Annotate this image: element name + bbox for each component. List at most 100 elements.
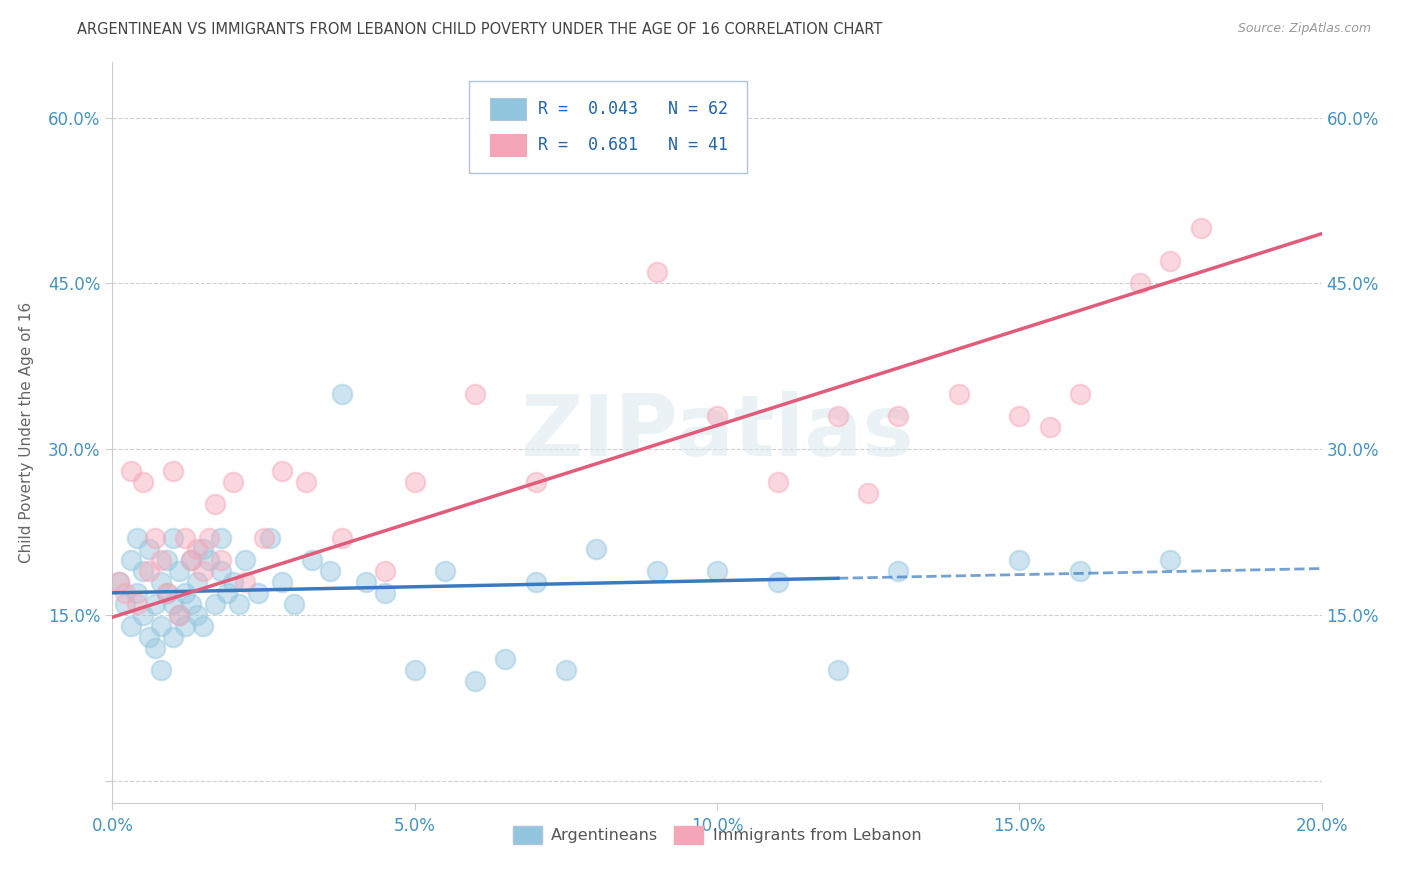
Point [235, 552, 257, 566]
Point [330, 531, 353, 545]
Point [167, 607, 190, 622]
Point [1038, 420, 1062, 434]
Point [125, 586, 148, 600]
Point [1129, 277, 1152, 291]
Point [295, 475, 318, 490]
Point [1008, 552, 1031, 566]
Point [259, 531, 281, 545]
Point [209, 564, 232, 578]
Point [167, 564, 190, 578]
Point [228, 597, 250, 611]
Point [706, 409, 728, 423]
Point [125, 531, 148, 545]
Point [156, 552, 179, 566]
Point [191, 564, 214, 578]
Point [180, 552, 202, 566]
Point [120, 552, 142, 566]
Point [222, 574, 245, 589]
Point [319, 564, 342, 578]
Point [301, 552, 323, 566]
Text: R =  0.681   N = 41: R = 0.681 N = 41 [538, 136, 728, 153]
Point [356, 574, 378, 589]
Point [209, 552, 232, 566]
Point [149, 552, 172, 566]
Point [1159, 552, 1181, 566]
Point [1189, 221, 1212, 235]
FancyBboxPatch shape [489, 134, 526, 156]
Point [180, 552, 202, 566]
Point [120, 619, 142, 633]
Point [554, 663, 576, 677]
Point [107, 574, 129, 589]
Point [186, 607, 208, 622]
Point [374, 586, 396, 600]
Point [204, 498, 226, 512]
Point [827, 409, 849, 423]
Point [138, 541, 160, 556]
Point [209, 531, 232, 545]
Point [149, 574, 172, 589]
Point [143, 531, 166, 545]
Text: R =  0.043   N = 62: R = 0.043 N = 62 [538, 100, 728, 118]
Point [246, 586, 269, 600]
Point [524, 475, 547, 490]
Point [156, 586, 179, 600]
Point [162, 630, 184, 644]
Point [766, 574, 789, 589]
Point [132, 564, 155, 578]
Point [125, 597, 148, 611]
FancyBboxPatch shape [470, 81, 748, 173]
Point [887, 564, 910, 578]
Point [162, 464, 184, 478]
FancyBboxPatch shape [489, 98, 526, 120]
Legend: Argentineans, Immigrants from Lebanon: Argentineans, Immigrants from Lebanon [506, 819, 928, 850]
Point [1069, 564, 1091, 578]
Point [120, 464, 142, 478]
Point [253, 531, 276, 545]
Point [191, 541, 214, 556]
Point [645, 265, 668, 279]
Point [191, 619, 214, 633]
Point [167, 607, 190, 622]
Point [174, 586, 197, 600]
Point [374, 564, 396, 578]
Point [827, 663, 849, 677]
Point [204, 597, 226, 611]
Point [114, 586, 136, 600]
Point [464, 674, 486, 689]
Point [464, 387, 486, 401]
Point [174, 531, 197, 545]
Point [132, 475, 155, 490]
Point [1008, 409, 1031, 423]
Point [186, 541, 208, 556]
Point [156, 586, 179, 600]
Point [198, 531, 221, 545]
Point [138, 564, 160, 578]
Point [585, 541, 607, 556]
Point [149, 619, 172, 633]
Point [162, 597, 184, 611]
Point [149, 663, 172, 677]
Point [645, 564, 668, 578]
Point [174, 619, 197, 633]
Point [404, 475, 426, 490]
Point [948, 387, 970, 401]
Point [404, 663, 426, 677]
Point [143, 641, 166, 656]
Text: ZIPatlas: ZIPatlas [520, 391, 914, 475]
Point [495, 652, 517, 666]
Point [235, 574, 257, 589]
Point [143, 597, 166, 611]
Point [283, 597, 305, 611]
Point [887, 409, 910, 423]
Text: Source: ZipAtlas.com: Source: ZipAtlas.com [1237, 22, 1371, 36]
Point [270, 574, 292, 589]
Point [132, 607, 155, 622]
Point [524, 574, 547, 589]
Text: ARGENTINEAN VS IMMIGRANTS FROM LEBANON CHILD POVERTY UNDER THE AGE OF 16 CORRELA: ARGENTINEAN VS IMMIGRANTS FROM LEBANON C… [77, 22, 883, 37]
Point [162, 531, 184, 545]
Point [766, 475, 789, 490]
Point [706, 564, 728, 578]
Point [433, 564, 456, 578]
Point [180, 597, 202, 611]
